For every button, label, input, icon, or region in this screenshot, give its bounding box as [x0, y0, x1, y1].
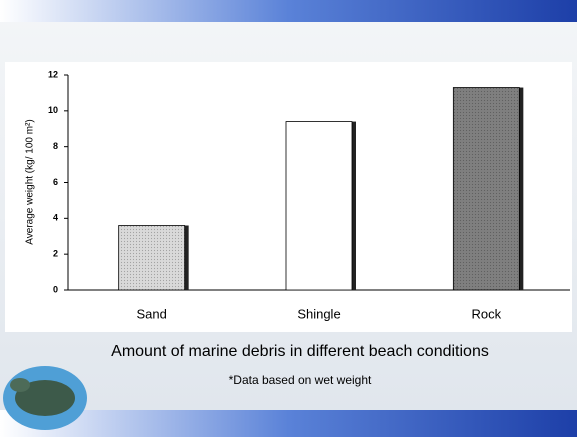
y-tick-label: 10 [48, 105, 58, 115]
bar [285, 121, 353, 291]
x-tick-label: Sand [136, 306, 166, 321]
x-tick-label: Shingle [297, 306, 340, 321]
turtle-image [3, 366, 87, 430]
y-axis-label: Average weight (kg/ 100 m²) [25, 119, 36, 244]
y-tick-label: 2 [53, 249, 58, 259]
y-tick-label: 12 [48, 69, 58, 79]
bottom-banner [0, 410, 577, 437]
bar-texture [453, 87, 520, 291]
y-tick-label: 4 [53, 213, 58, 223]
y-tick-label: 6 [53, 177, 58, 187]
top-banner [0, 0, 577, 22]
y-tick-label: 0 [53, 284, 58, 294]
footnote: *Data based on wet weight [229, 373, 372, 387]
bar-texture [118, 225, 185, 290]
x-tick-label: Rock [472, 306, 502, 321]
chart-caption: Amount of marine debris in different bea… [111, 343, 489, 360]
y-tick-label: 8 [53, 141, 58, 151]
